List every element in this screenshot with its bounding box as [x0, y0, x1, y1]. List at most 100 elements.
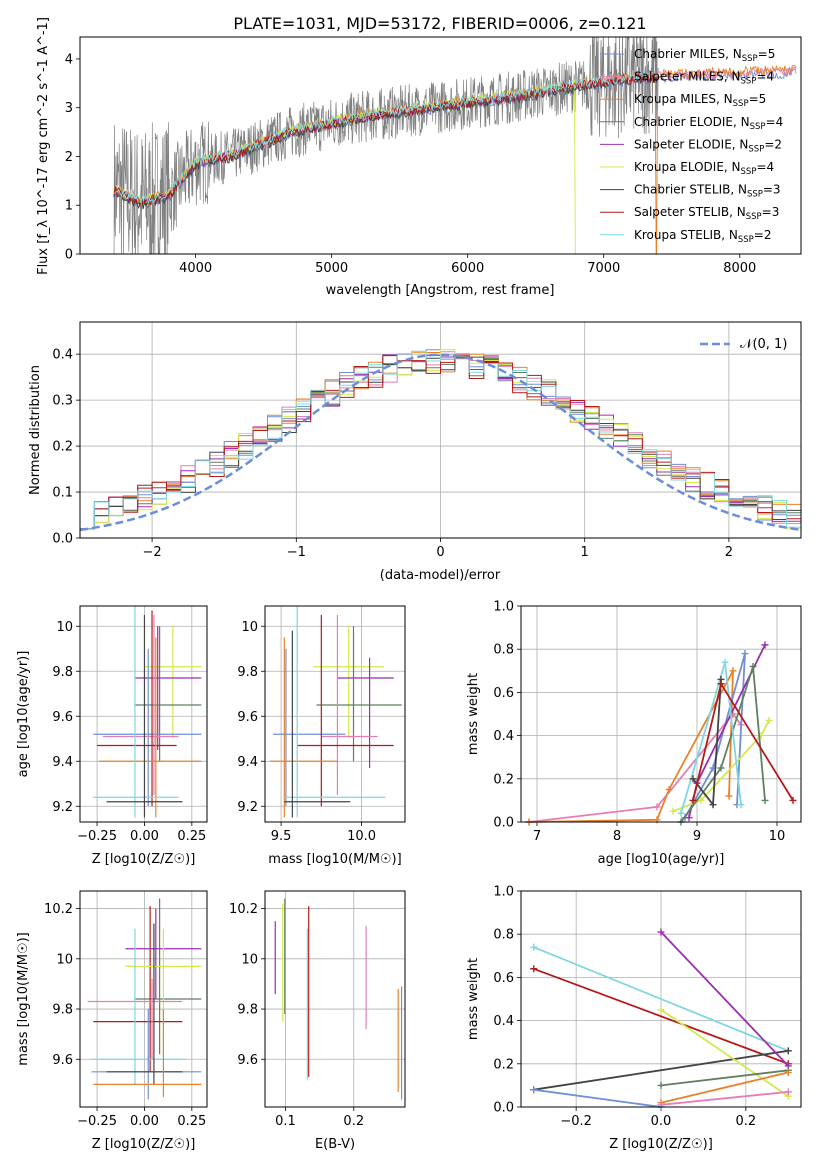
- y-tick-label: 0.4: [493, 1014, 514, 1029]
- x-tick-label: 0.0: [651, 1114, 672, 1129]
- x-tick-label: 9.5: [271, 829, 292, 844]
- z-weight-marker-salpeter_elodie: [657, 928, 665, 936]
- z-weight-marker-chabrier_elodie: [657, 1081, 665, 1089]
- age-weight-marker-kroupa_stelib: [737, 801, 745, 809]
- age-weight-marker-salpeter_stelib: [789, 796, 797, 804]
- y-tick-label: 0.8: [493, 643, 514, 658]
- legend-entry: Kroupa MILES, NSSP=5: [634, 92, 766, 109]
- age-weight-line-chabrier_elodie: [680, 666, 766, 823]
- z-weight-xlabel: Z [log10(Z/Z☉)]: [609, 1137, 713, 1152]
- z-weight-line-chabrier_stelib: [533, 1049, 789, 1091]
- ebv-mass-xlabel: E(B-V): [315, 1137, 355, 1152]
- y-tick-label: 0.4: [52, 348, 73, 363]
- mass-age-points: [269, 606, 402, 818]
- y-tick-label: 0.4: [493, 729, 514, 744]
- x-tick-label: 10.0: [347, 829, 376, 844]
- hist-kroupa_stelib: [80, 350, 801, 530]
- z-weight-line-kroupa_stelib: [533, 946, 789, 1052]
- age-weight-marker-kroupa_miles: [729, 667, 737, 675]
- x-tick-label: −1: [287, 545, 306, 560]
- z-age-xlabel: Z [log10(Z/Z☉)]: [92, 852, 196, 867]
- hist-salpeter_stelib: [80, 355, 801, 530]
- age-weight-marker-salpeter_elodie: [685, 814, 693, 822]
- spectrum-model-kroupa_stelib: [113, 70, 659, 204]
- y-tick-label: 9.6: [52, 710, 73, 725]
- age-weight-marker-salpeter_miles: [653, 803, 661, 811]
- age-weight-marker-chabrier_miles: [741, 650, 749, 658]
- z-mass-axes: −0.25 0.00 0.25 9.6 9.8 10 10.2: [44, 891, 207, 1129]
- x-tick-label: 0: [436, 545, 444, 560]
- spectrum-xlabel: wavelength [Angstrom, rest frame]: [326, 283, 555, 298]
- y-tick-label: 10.2: [44, 902, 73, 917]
- age-weight-ylabel: mass weight: [466, 673, 481, 755]
- x-tick-label: 6000: [451, 261, 484, 276]
- x-tick-label: 7: [533, 829, 541, 844]
- y-tick-label: 0.0: [493, 1101, 514, 1116]
- ebv-mass-axes: 0.1 0.2 9.6 9.8 10 10.2: [229, 891, 405, 1129]
- z-weight-line-salpeter_elodie: [660, 931, 789, 1067]
- x-tick-label: 0.2: [736, 1114, 757, 1129]
- y-tick-label: 4: [65, 52, 73, 67]
- legend-entry: Chabrier MILES, NSSP=5: [634, 47, 775, 64]
- y-tick-label: 0.0: [493, 816, 514, 831]
- spectrum-legend: Chabrier MILES, NSSP=5 Salpeter MILES, NS…: [600, 47, 783, 245]
- age-weight-marker-kroupa_miles: [725, 792, 733, 800]
- age-weight-frame: [520, 605, 802, 823]
- age-weight-marker-chabrier_elodie: [761, 796, 769, 804]
- y-tick-label: 10.2: [229, 902, 258, 917]
- legend-entry: Chabrier ELODIE, NSSP=4: [634, 115, 783, 132]
- gaussian-curve: [80, 353, 801, 532]
- legend-entry: Salpeter ELODIE, NSSP=2: [634, 137, 782, 154]
- spectrum-data-line: [113, 37, 659, 254]
- x-tick-label: −2: [143, 545, 162, 560]
- y-tick-label: 3: [65, 101, 73, 116]
- y-tick-label: 9.4: [52, 755, 73, 770]
- age-weight-line-chabrier_miles: [684, 653, 746, 819]
- z-mass-frame: [79, 890, 208, 1108]
- y-tick-label: 10: [56, 620, 73, 635]
- age-weight-marker-salpeter_stelib: [689, 796, 697, 804]
- z-weight-line-chabrier_elodie: [660, 1069, 789, 1087]
- legend-entry: Salpeter MILES, NSSP=4: [634, 70, 774, 87]
- x-tick-label: 7000: [587, 261, 620, 276]
- z-weight-marker-kroupa_miles: [784, 1068, 792, 1076]
- x-tick-label: 1: [581, 545, 589, 560]
- x-tick-label: 4000: [179, 261, 212, 276]
- figure-title: PLATE=1031, MJD=53172, FIBERID=0006, z=0…: [233, 14, 646, 33]
- z-weight-marker-salpeter_stelib: [530, 965, 538, 973]
- y-tick-label: 0.2: [493, 1057, 514, 1072]
- x-tick-label: 8000: [723, 261, 756, 276]
- z-weight-line-salpeter_miles: [660, 1091, 789, 1106]
- z-age-ylabel: age [log10(age/yr)]: [16, 651, 31, 778]
- x-tick-label: 8: [613, 829, 621, 844]
- y-tick-label: 0.3: [52, 394, 73, 409]
- age-weight-marker-chabrier_elodie: [749, 662, 757, 670]
- legend-entry: Kroupa ELODIE, NSSP=4: [634, 160, 774, 177]
- age-weight-marker-salpeter_elodie: [761, 641, 769, 649]
- age-weight-marker-chabrier_elodie: [717, 764, 725, 772]
- z-mass-points: [87, 898, 202, 1100]
- spectrum-model-salpeter_stelib: [113, 72, 658, 207]
- z-mass-xlabel: Z [log10(Z/Z☉)]: [92, 1137, 196, 1152]
- residuals-frame: [79, 321, 802, 539]
- x-tick-label: −0.25: [77, 1114, 117, 1129]
- y-tick-label: 0.6: [493, 971, 514, 986]
- age-weight-axes: 7 8 9 10 0.0 0.2 0.4 0.6 0.8 1.0: [493, 600, 801, 844]
- legend-entry: Salpeter STELIB, NSSP=3: [634, 205, 779, 222]
- x-tick-label: −0.2: [560, 1114, 592, 1129]
- y-tick-label: 1: [65, 199, 73, 214]
- y-tick-label: 9.6: [52, 1053, 73, 1068]
- x-tick-label: 0.00: [130, 1114, 159, 1129]
- y-tick-label: 1.0: [493, 600, 514, 615]
- y-tick-label: 0.6: [493, 686, 514, 701]
- x-tick-label: −0.25: [77, 829, 117, 844]
- residuals-xlabel: (data-model)/error: [380, 568, 501, 583]
- age-weight-marker-kroupa_elodie: [697, 796, 705, 804]
- z-mass-ylabel: mass [log10(M/M☉)]: [16, 932, 31, 1065]
- z-weight-marker-kroupa_stelib: [530, 943, 538, 951]
- x-tick-label: 0.1: [275, 1114, 296, 1129]
- age-weight-marker-kroupa_stelib: [677, 809, 685, 817]
- y-tick-label: 9.2: [52, 800, 73, 815]
